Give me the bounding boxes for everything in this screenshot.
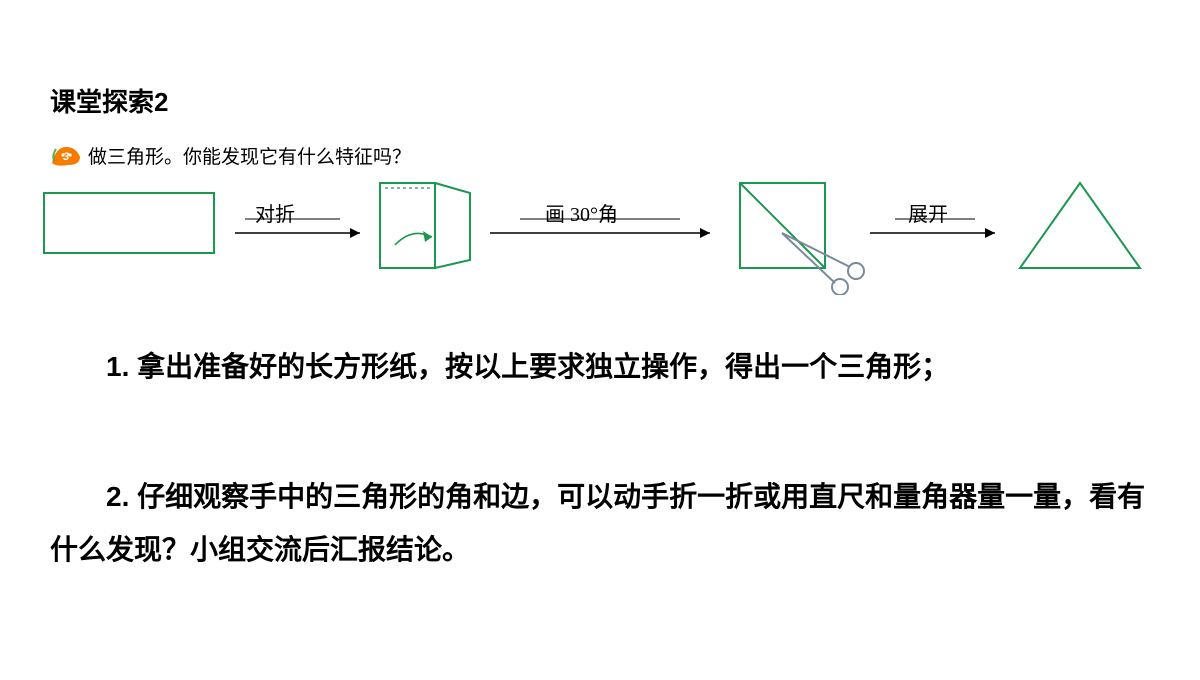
bullet-number: 3 <box>63 151 69 163</box>
shape-triangle <box>1020 183 1140 268</box>
scissors-icon <box>782 233 864 295</box>
diagram-row: 对折 画 30°角 展开 <box>40 180 1160 290</box>
label-draw: 画 30°角 <box>545 198 618 227</box>
shape-folded <box>380 183 470 268</box>
subtitle-text: 做三角形。你能发现它有什么特征吗？ <box>88 142 411 169</box>
shape-rectangle <box>44 193 214 253</box>
shape-cut <box>740 183 864 295</box>
label-unfold: 展开 <box>908 198 948 227</box>
paragraph-1: 1. 拿出准备好的长方形纸，按以上要求独立操作，得出一个三角形； <box>50 340 1150 393</box>
label-fold: 对折 <box>255 198 295 227</box>
paragraph-2: 2. 仔细观察手中的三角形的角和边，可以动手折一折或用直尺和量角器量一量，看有什… <box>50 470 1150 576</box>
subtitle-row: 3 做三角形。你能发现它有什么特征吗？ <box>50 142 411 169</box>
section-title: 课堂探索2 <box>50 82 168 119</box>
bullet-icon: 3 <box>50 143 80 169</box>
